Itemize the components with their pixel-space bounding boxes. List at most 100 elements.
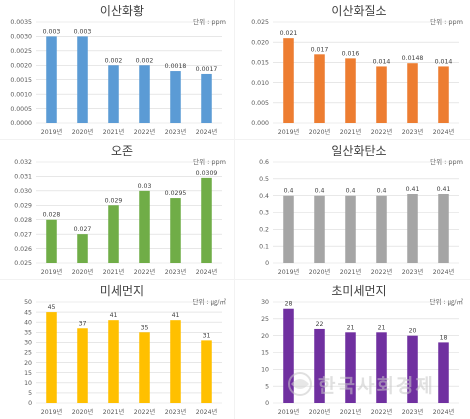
y-tick-label: 0.0020 (10, 62, 32, 69)
bar (438, 193, 449, 263)
y-tick-label: 0.010 (251, 80, 269, 87)
bar (46, 219, 57, 263)
bar (77, 328, 88, 403)
x-tick-label: 2024년 (196, 268, 218, 276)
y-tick-label: 0.4 (259, 193, 269, 200)
x-tick-label: 2021년 (103, 268, 125, 276)
x-tick-label: 2024년 (433, 128, 455, 136)
y-tick-label: 40 (24, 319, 32, 326)
value-label: 0.003 (74, 28, 92, 35)
value-label: 0.021 (280, 30, 298, 37)
value-label: 0.014 (373, 58, 391, 65)
chart-panel-ozone: 오존 단위 : ppm 0.025 0.026 0.027 0.028 0.029 0.030… (0, 140, 232, 277)
value-label: 41 (110, 312, 118, 319)
chart-title: 이산화황 (100, 4, 144, 18)
unit-label: 단위 : ppm (193, 17, 226, 26)
bar (170, 71, 181, 123)
bar (46, 312, 57, 403)
x-tick-label: 2023년 (402, 408, 424, 416)
unit-label: 단위 : ppm (193, 157, 226, 166)
bar (283, 195, 294, 263)
y-tick-label: 0.3 (259, 210, 269, 217)
x-tick-label: 2019년 (41, 268, 63, 276)
y-tick-label: 0.015 (251, 60, 269, 67)
bar (46, 36, 57, 123)
x-tick-label: 2021년 (340, 408, 362, 416)
y-tick-label: 0.0000 (10, 120, 32, 127)
y-tick-label: 0.2 (259, 227, 269, 234)
bar (170, 320, 181, 403)
bar (139, 65, 150, 123)
value-label: 31 (203, 332, 211, 339)
x-tick-label: 2022년 (134, 128, 156, 136)
bar (345, 195, 356, 263)
value-label: 0.0148 (402, 55, 424, 62)
bar (314, 54, 325, 123)
x-tick-label: 2019년 (41, 128, 63, 136)
bar (77, 234, 88, 263)
panel-divider-horizontal-1 (0, 139, 470, 140)
bar (376, 66, 387, 123)
y-tick-label: 0 (265, 400, 269, 407)
chart-panel-pm10: 미세먼지 단위 : ㎍/㎥ 0 5 10 15 20 25 30 35 40 45 50 45 2019년 3… (0, 280, 232, 417)
y-tick-label: 0.0015 (10, 77, 32, 84)
bar (407, 63, 418, 123)
y-tick-label: 0.0025 (10, 48, 32, 55)
x-tick-label: 2020년 (72, 128, 94, 136)
y-tick-label: 15 (261, 350, 269, 357)
y-tick-label: 0.1 (259, 243, 269, 250)
x-tick-label: 2023년 (165, 268, 187, 276)
chart-panel-so2: 이산화황 단위 : ppm 0.0000 0.0005 0.0010 0.0015 0.00… (0, 0, 232, 137)
value-label: 0.0017 (196, 66, 218, 73)
x-tick-label: 2022년 (371, 268, 393, 276)
value-label: 20 (409, 328, 417, 335)
value-label: 0.41 (406, 186, 420, 193)
y-tick-label: 0.0035 (10, 19, 32, 26)
bar (407, 193, 418, 263)
x-tick-label: 2022년 (371, 408, 393, 416)
value-label: 37 (79, 320, 87, 327)
y-tick-label: 0.028 (14, 217, 32, 224)
y-tick-label: 15 (24, 370, 32, 377)
panel-divider-horizontal-2 (0, 279, 470, 280)
y-tick-label: 35 (24, 330, 32, 337)
chart-title: 초미세먼지 (331, 284, 386, 298)
bar (201, 73, 212, 123)
value-label: 41 (172, 312, 180, 319)
bar (170, 198, 181, 263)
y-tick-label: 0.029 (14, 202, 32, 209)
value-label: 0.029 (105, 197, 123, 204)
x-tick-label: 2024년 (433, 408, 455, 416)
value-label: 0.03 (138, 183, 152, 190)
chart-title: 오존 (111, 144, 133, 158)
value-label: 0.003 (43, 28, 61, 35)
y-tick-label: 45 (24, 309, 32, 316)
y-tick-label: 0.025 (14, 260, 32, 267)
y-tick-label: 0.5 (259, 176, 269, 183)
y-tick-label: 25 (24, 350, 32, 357)
bar (139, 190, 150, 263)
x-tick-label: 2022년 (134, 268, 156, 276)
value-label: 21 (378, 324, 386, 331)
x-tick-label: 2023년 (402, 128, 424, 136)
value-label: 0.002 (136, 57, 154, 64)
value-label: 45 (48, 304, 56, 311)
y-tick-label: 0.0010 (10, 91, 32, 98)
x-tick-label: 2023년 (402, 268, 424, 276)
bar (376, 332, 387, 403)
y-tick-label: 30 (24, 340, 32, 347)
value-label: 0.4 (346, 188, 356, 195)
unit-label: 단위 : ppm (430, 17, 463, 26)
value-label: 28 (285, 301, 293, 308)
bar (283, 308, 294, 403)
x-tick-label: 2021년 (340, 128, 362, 136)
x-tick-label: 2020년 (72, 408, 94, 416)
y-tick-label: 0.025 (251, 19, 269, 26)
chart-panel-co: 일산화탄소 단위 : ppm 0 0.1 0.2 0.3 0.4 0.5 0.6 0.4 2019년… (237, 140, 469, 277)
x-tick-label: 2024년 (196, 408, 218, 416)
x-tick-label: 2022년 (134, 408, 156, 416)
y-tick-label: 0.0030 (10, 34, 32, 41)
